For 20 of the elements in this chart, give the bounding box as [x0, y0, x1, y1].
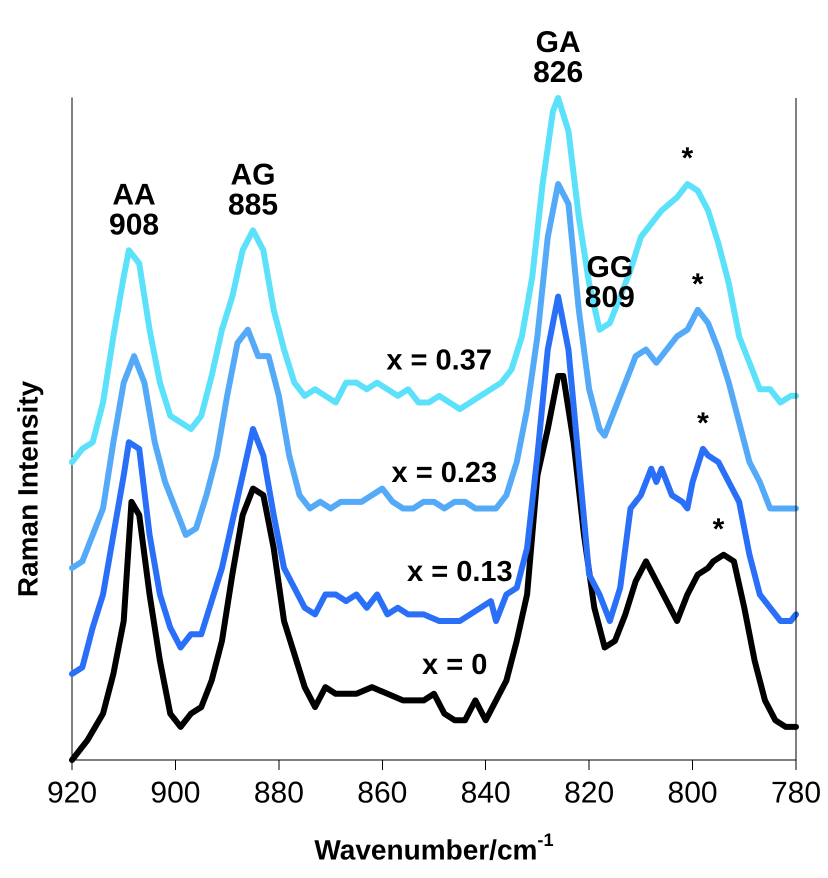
annotation: * [712, 512, 725, 546]
annotation: AG 885 [228, 158, 278, 222]
x-tick-label: 820 [564, 776, 614, 810]
x-tick-label: 780 [770, 776, 822, 810]
series-label: x = 0.37 [386, 344, 492, 376]
annotation: AA 908 [109, 178, 160, 242]
series-label: x = 0 [422, 648, 488, 681]
x-tick-label: 920 [46, 776, 98, 810]
x-tick-label: 880 [254, 776, 304, 810]
series-label: x = 0.23 [392, 456, 498, 489]
annotation: * [692, 268, 704, 301]
x-tick-label: 900 [150, 776, 200, 810]
series-label: x = 0.13 [407, 556, 513, 588]
y-axis-title: Raman Intensity [12, 380, 44, 598]
annotation: * [697, 406, 710, 440]
x-tick-label: 860 [357, 776, 408, 810]
annotation: GA 826 [533, 26, 584, 89]
x-tick-label: 840 [460, 776, 511, 810]
annotation: * [682, 142, 694, 176]
x-tick-label: 800 [668, 776, 718, 810]
